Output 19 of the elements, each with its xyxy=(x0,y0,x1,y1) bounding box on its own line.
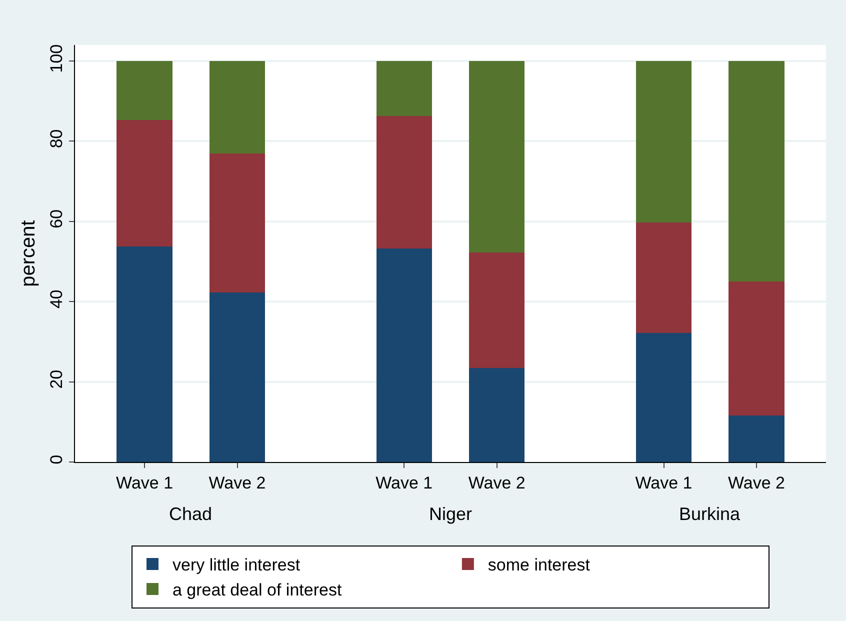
x-tick-label: Wave 1 xyxy=(635,473,692,492)
x-tick-label: Wave 1 xyxy=(376,473,433,492)
y-tick-label: 80 xyxy=(47,129,66,148)
y-tick-label: 0 xyxy=(47,454,66,464)
legend-label: very little interest xyxy=(172,556,300,575)
y-tick-label: 100 xyxy=(47,44,66,73)
x-tick-label: Wave 2 xyxy=(468,473,526,492)
x-tick-label: Wave 2 xyxy=(208,473,266,492)
y-axis-title: percent xyxy=(18,220,40,287)
text: Niger xyxy=(429,504,472,524)
y-tick-label: 20 xyxy=(47,370,66,389)
x-tick-label: Wave 2 xyxy=(728,473,785,492)
legend-label: some interest xyxy=(488,556,590,575)
legend-label: a great deal of interest xyxy=(172,580,342,600)
x-tick-label: Wave 1 xyxy=(116,473,174,492)
y-tick-label: 40 xyxy=(47,290,66,309)
text: Burkina xyxy=(679,504,742,524)
text: Chad xyxy=(169,504,212,524)
y-tick-label: 60 xyxy=(47,209,66,228)
